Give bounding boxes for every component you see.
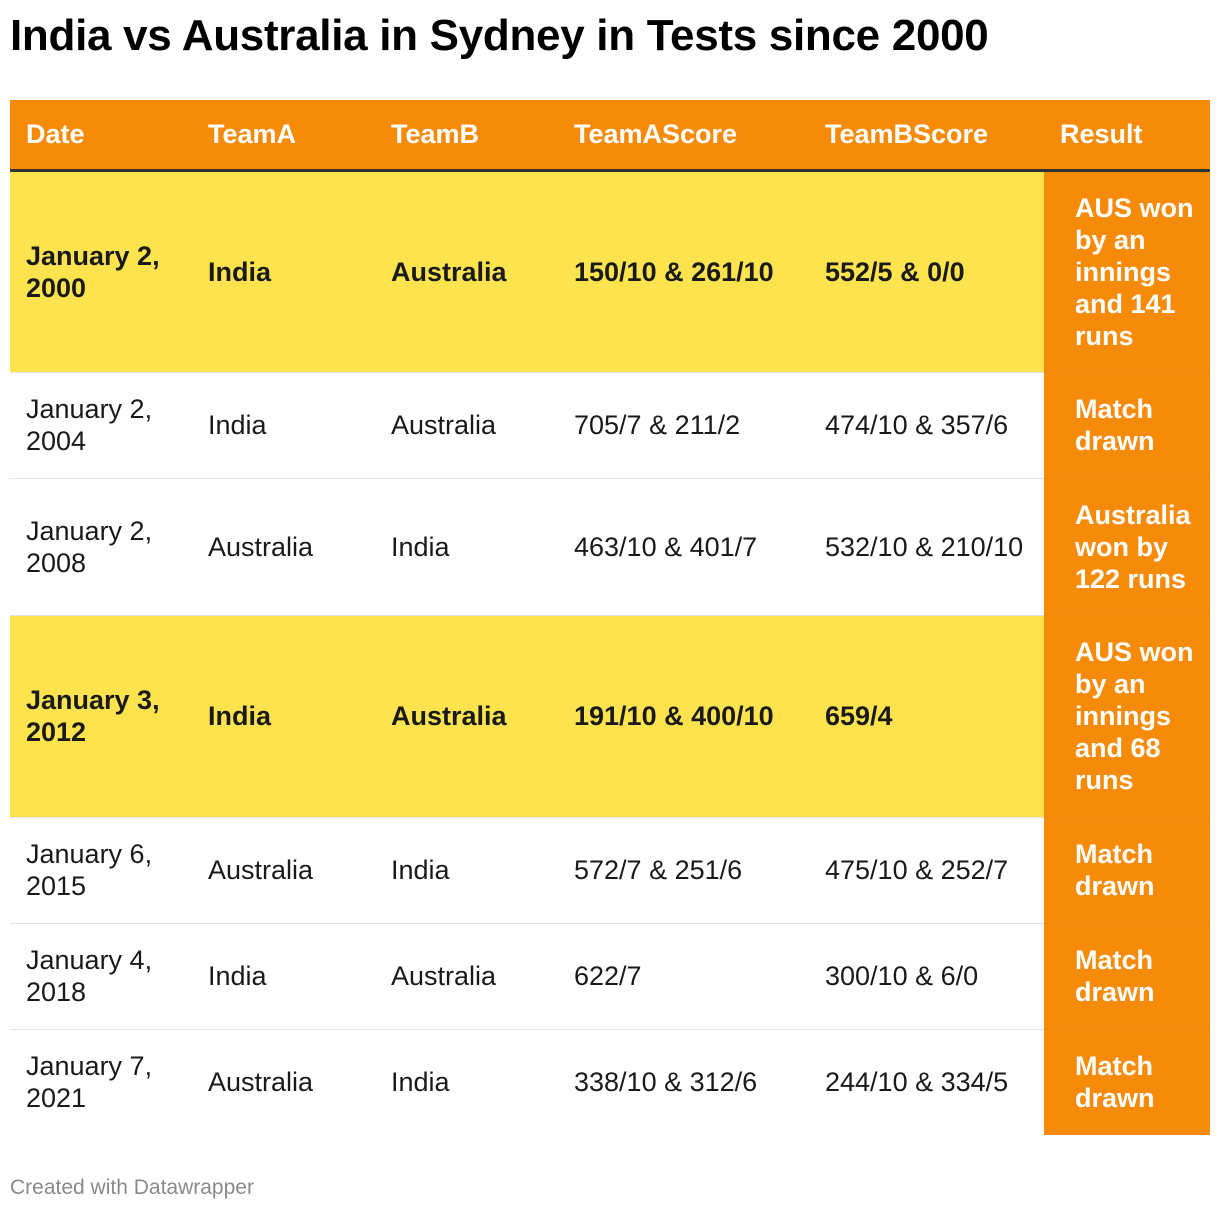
cell-date: January 2, 2008 xyxy=(10,478,192,616)
cell-date: January 2, 2004 xyxy=(10,372,192,479)
column-header-date: Date xyxy=(10,100,192,172)
cell-result: Match drawn xyxy=(1044,923,1210,1030)
cell-teambscore: 659/4 xyxy=(809,615,1044,818)
cell-teamascore: 705/7 & 211/2 xyxy=(558,372,809,479)
cell-teama: Australia xyxy=(192,817,375,924)
cell-result: Match drawn xyxy=(1044,817,1210,924)
cell-date: January 3, 2012 xyxy=(10,615,192,818)
cell-teamascore: 191/10 & 400/10 xyxy=(558,615,809,818)
cell-teama: India xyxy=(192,923,375,1030)
cell-teambscore: 532/10 & 210/10 xyxy=(809,478,1044,616)
cell-teama: India xyxy=(192,615,375,818)
table-row: January 2, 2000 India Australia 150/10 & 26… xyxy=(10,170,1210,373)
footer-credit: Created with Datawrapper xyxy=(10,1176,254,1199)
cell-teamascore: 150/10 & 261/10 xyxy=(558,170,809,373)
cell-teambscore: 475/10 & 252/7 xyxy=(809,817,1044,924)
table-row: January 4, 2018 India Australia 622/7 300/10… xyxy=(10,923,1210,1030)
page-title: India vs Australia in Sydney in Tests si… xyxy=(10,11,989,60)
cell-teamb: India xyxy=(375,1029,558,1135)
cell-result: AUS won by an innings and 68 runs xyxy=(1044,615,1210,818)
cell-teama: India xyxy=(192,170,375,373)
cell-teamb: India xyxy=(375,817,558,924)
cell-teamascore: 338/10 & 312/6 xyxy=(558,1029,809,1135)
cell-date: January 7, 2021 xyxy=(10,1029,192,1135)
cell-date: January 4, 2018 xyxy=(10,923,192,1030)
cell-teama: Australia xyxy=(192,478,375,616)
cell-teamascore: 622/7 xyxy=(558,923,809,1030)
cell-teamascore: 572/7 & 251/6 xyxy=(558,817,809,924)
cell-result: Match drawn xyxy=(1044,1029,1210,1135)
data-table: Date TeamA TeamB TeamAScore TeamBScore Result… xyxy=(10,100,1210,1135)
cell-result: Match drawn xyxy=(1044,372,1210,479)
table-row: January 6, 2015 Australia India 572/7 & 251… xyxy=(10,817,1210,924)
cell-teama: India xyxy=(192,372,375,479)
table-row: January 2, 2004 India Australia 705/7 & 211… xyxy=(10,372,1210,479)
table-row: January 7, 2021 Australia India 338/10 & 31… xyxy=(10,1029,1210,1135)
cell-date: January 2, 2000 xyxy=(10,170,192,373)
table-body: January 2, 2000 India Australia 150/10 & 26… xyxy=(10,170,1210,1135)
cell-teamb: Australia xyxy=(375,615,558,818)
cell-teambscore: 552/5 & 0/0 xyxy=(809,170,1044,373)
cell-teamascore: 463/10 & 401/7 xyxy=(558,478,809,616)
table-row: January 3, 2012 India Australia 191/10 & 40… xyxy=(10,615,1210,818)
column-header-teambscore: TeamBScore xyxy=(809,100,1044,172)
table-row: January 2, 2008 Australia India 463/10 & 40… xyxy=(10,478,1210,616)
cell-teamb: Australia xyxy=(375,372,558,479)
cell-teamb: Australia xyxy=(375,170,558,373)
column-header-result: Result xyxy=(1044,100,1210,172)
cell-result: AUS won by an innings and 141 runs xyxy=(1044,170,1210,373)
column-header-teamascore: TeamAScore xyxy=(558,100,809,172)
table-header-row: Date TeamA TeamB TeamAScore TeamBScore Result xyxy=(10,100,1210,172)
cell-teamb: Australia xyxy=(375,923,558,1030)
cell-teambscore: 244/10 & 334/5 xyxy=(809,1029,1044,1135)
cell-result: Australia won by 122 runs xyxy=(1044,478,1210,616)
cell-teambscore: 300/10 & 6/0 xyxy=(809,923,1044,1030)
column-header-teama: TeamA xyxy=(192,100,375,172)
cell-teambscore: 474/10 & 357/6 xyxy=(809,372,1044,479)
column-header-teamb: TeamB xyxy=(375,100,558,172)
cell-date: January 6, 2015 xyxy=(10,817,192,924)
cell-teama: Australia xyxy=(192,1029,375,1135)
cell-teamb: India xyxy=(375,478,558,616)
